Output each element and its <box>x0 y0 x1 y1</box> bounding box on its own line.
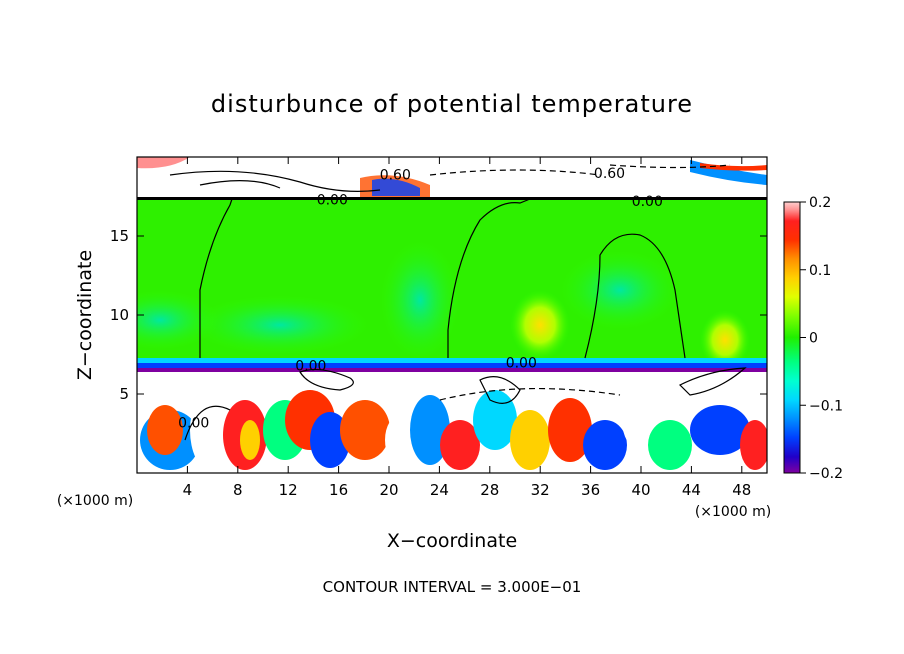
colorbar-tick-label: −0.2 <box>809 466 843 482</box>
colorbar <box>783 201 801 474</box>
contour-lines <box>169 164 747 441</box>
y-tick-label: 10 <box>110 306 129 324</box>
x-tick-label: 16 <box>329 481 348 499</box>
contour-label: 0.60 <box>380 167 411 183</box>
contour-label: 0.00 <box>317 193 348 209</box>
band-blue <box>137 363 767 369</box>
x-tick-label: 44 <box>682 481 701 499</box>
y-tick-label: 15 <box>110 227 129 245</box>
y-axis: 5 10 15 <box>110 227 767 403</box>
colorbar-tick-label: 0.2 <box>809 195 831 211</box>
contour-label-layer: 0.60 0.00 0.60 0.00 0.00 0.00 0.00 <box>178 166 663 432</box>
x-tick-label: 32 <box>531 481 550 499</box>
contour-label: 0.00 <box>295 359 326 375</box>
x-tick-label: 48 <box>732 481 751 499</box>
contour-interval: CONTOUR INTERVAL = 3.000E−01 <box>323 578 582 596</box>
x-tick-label: 20 <box>379 481 398 499</box>
colorbar-tick-label: −0.1 <box>809 398 843 414</box>
lower-blobs <box>140 390 767 470</box>
x-tick-label: 8 <box>233 481 243 499</box>
x-axis: 4 8 12 16 20 24 28 32 36 40 44 48 <box>183 157 751 499</box>
x-tick-label: 28 <box>480 481 499 499</box>
chart-title: disturbunce of potential temperature <box>211 90 693 118</box>
contour-label: 0.00 <box>178 415 209 431</box>
y-tick-label: 5 <box>119 385 129 403</box>
contour-label: 0.60 <box>594 166 625 182</box>
x-tick-label: 4 <box>183 481 193 499</box>
x-tick-label: 40 <box>631 481 650 499</box>
band-cyan <box>137 358 767 364</box>
x-axis-label: X−coordinate <box>387 530 517 552</box>
colorbar-tick-label: 0 <box>809 331 818 347</box>
colorbar-tick-label: 0.1 <box>809 263 831 279</box>
x-tick-label: 12 <box>279 481 298 499</box>
upper-band <box>137 157 767 199</box>
x-unit-right: (×1000 m) <box>695 504 771 520</box>
x-tick-label: 36 <box>581 481 600 499</box>
y-axis-label: Z−coordinate <box>74 250 96 380</box>
contour-label: 0.00 <box>506 355 537 371</box>
x-unit-left: (×1000 m) <box>57 493 133 509</box>
plot-field <box>137 157 767 473</box>
band-purple <box>137 368 767 372</box>
contour-label: 0.00 <box>632 194 663 210</box>
colorbar-ticks: 0.2 0.1 0 −0.1 −0.2 <box>800 195 843 482</box>
x-tick-label: 24 <box>430 481 449 499</box>
